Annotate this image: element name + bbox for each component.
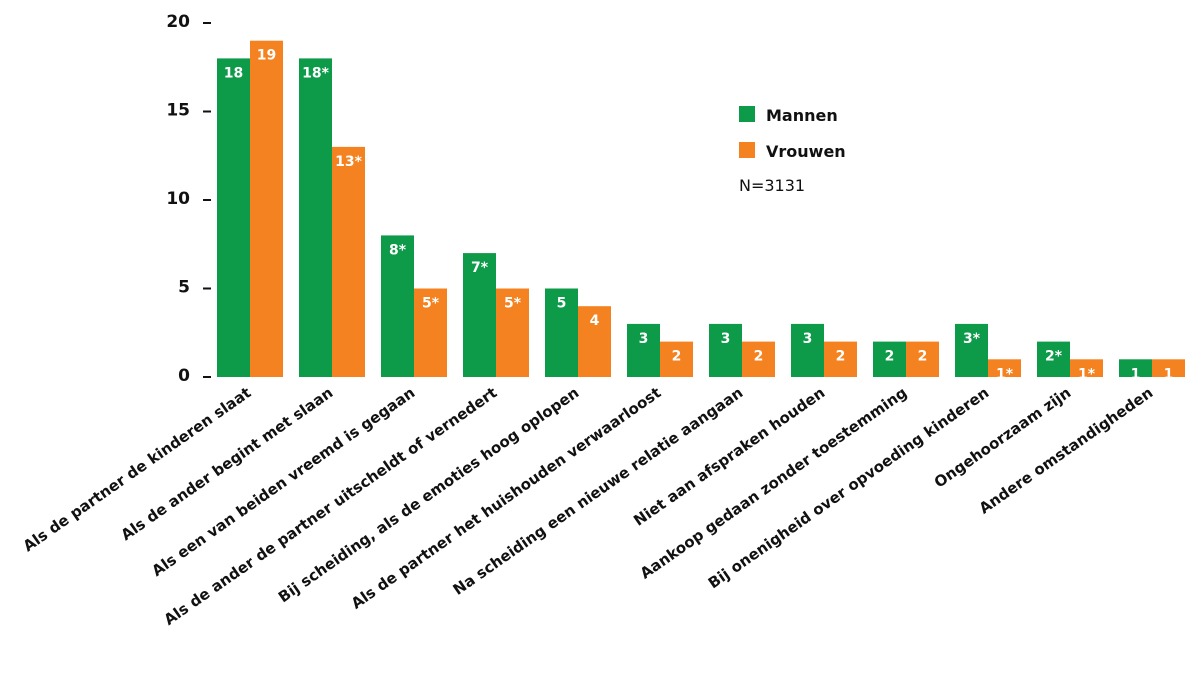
- bar-mannen: [1037, 341, 1070, 377]
- x-category-label: Bij scheiding, als de emoties hoog oplop…: [275, 384, 582, 607]
- bar-value-label: 1: [1131, 366, 1141, 382]
- bar-vrouwen: [824, 341, 857, 377]
- bar-mannen: [709, 323, 742, 377]
- bar-value-label: 1*: [1078, 366, 1096, 382]
- legend-swatch-mannen: [739, 106, 755, 122]
- bar-vrouwen: [332, 146, 365, 377]
- bars: [217, 40, 1185, 378]
- bar-value-label: 2: [885, 349, 895, 365]
- bar-value-label: 5*: [422, 296, 440, 312]
- y-tick-label: 10: [166, 189, 190, 209]
- sample-size-note: N=3131: [739, 176, 805, 195]
- bar-vrouwen: [988, 359, 1021, 377]
- y-tick-label: 5: [178, 278, 190, 298]
- bar-mannen: [545, 288, 578, 377]
- bar-mannen: [955, 323, 988, 377]
- legend-label-mannen: Mannen: [766, 106, 838, 125]
- bar-value-label: 7*: [471, 260, 489, 276]
- bar-value-label: 8*: [389, 242, 407, 258]
- legend: Mannen Vrouwen N=3131: [739, 106, 846, 195]
- legend-swatch-vrouwen: [739, 142, 755, 158]
- bar-vrouwen: [496, 288, 529, 377]
- bar-mannen: [463, 253, 496, 377]
- bar-value-label: 2: [836, 349, 846, 365]
- y-axis: 0 5 10 15 20: [166, 12, 211, 386]
- bar-value-label: 5*: [504, 296, 522, 312]
- bar-value-labels: 18 19 18* 13* 8* 5* 7* 5* 5 4 3 2 3 2 3 2 2 2 3* 1* 2* 1* 1 1: [224, 48, 1174, 383]
- bar-value-label: 3*: [963, 331, 981, 347]
- bar-value-label: 13*: [335, 154, 362, 170]
- bar-value-label: 2: [672, 349, 682, 365]
- x-category-label: Bij onenigheid over opvoeding kinderen: [705, 384, 992, 593]
- bar-value-label: 1: [1164, 366, 1174, 382]
- bar-mannen: [873, 341, 906, 377]
- bar-mannen: [381, 235, 414, 377]
- bar-value-label: 3: [639, 331, 649, 347]
- bar-vrouwen: [1152, 359, 1185, 377]
- bar-vrouwen: [742, 341, 775, 377]
- bar-value-label: 18*: [302, 65, 329, 81]
- bar-mannen: [1119, 359, 1152, 377]
- x-category-label: Ongehoorzaam zijn: [931, 384, 1074, 492]
- bar-value-label: 5: [557, 296, 567, 312]
- bar-value-label: 18: [224, 65, 243, 81]
- bar-value-label: 1*: [996, 366, 1014, 382]
- bar-value-label: 3: [721, 331, 731, 347]
- bar-value-label: 2: [754, 349, 764, 365]
- bar-value-label: 19: [257, 48, 276, 64]
- x-category-label: Als de partner het huishouden verwaarloo…: [348, 384, 665, 613]
- y-tick-label: 0: [178, 366, 190, 386]
- bar-vrouwen: [578, 306, 611, 377]
- bar-vrouwen: [250, 40, 283, 377]
- bar-vrouwen: [906, 341, 939, 377]
- bar-mannen: [217, 58, 250, 378]
- bar-mannen: [627, 323, 660, 377]
- bar-value-label: 2: [918, 349, 928, 365]
- bar-vrouwen: [1070, 359, 1103, 377]
- bar-value-label: 4: [590, 313, 600, 329]
- bar-value-label: 2*: [1045, 349, 1063, 365]
- y-tick-label: 20: [166, 12, 190, 32]
- bar-mannen: [791, 323, 824, 377]
- bar-value-label: 3: [803, 331, 813, 347]
- y-tick-label: 15: [166, 101, 190, 121]
- x-category-label: Na scheiding een nieuwe relatie aangaan: [450, 384, 747, 599]
- bar-vrouwen: [414, 288, 447, 377]
- bar-mannen: [299, 58, 332, 378]
- legend-label-vrouwen: Vrouwen: [766, 142, 846, 161]
- bar-vrouwen: [660, 341, 693, 377]
